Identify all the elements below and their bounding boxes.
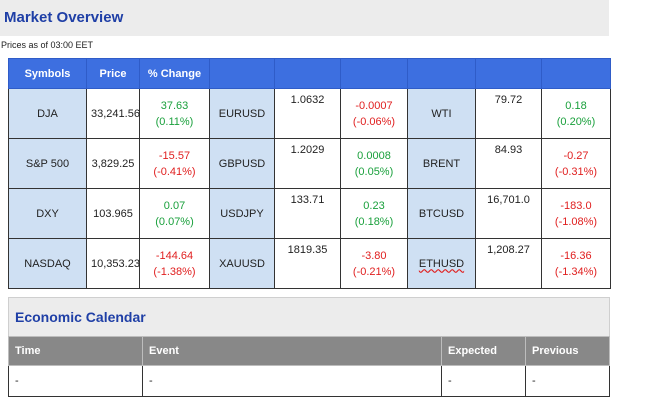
event-cell: - — [142, 365, 442, 397]
previous-cell: - — [525, 365, 610, 397]
price-cell: 1.2029 — [274, 138, 341, 189]
change-cell: -183.0 (-1.08%) — [541, 188, 611, 239]
change-percent: (-1.34%) — [554, 265, 598, 278]
change-value: -0.0007 — [355, 99, 393, 112]
price-cell: 3,829.25 — [86, 138, 140, 189]
change-value: -183.0 — [560, 199, 592, 212]
header-empty — [340, 58, 408, 89]
symbol-cell[interactable]: NASDAQ — [8, 238, 87, 289]
change-percent: (-0.41%) — [153, 165, 196, 178]
header-previous: Previous — [525, 336, 610, 366]
market-table-header-row: Symbols Price % Change — [8, 58, 611, 89]
symbol-cell[interactable]: XAUUSD — [209, 238, 275, 289]
header-change: % Change — [139, 58, 210, 89]
header-empty — [209, 58, 275, 89]
symbol-cell[interactable]: EURUSD — [209, 88, 275, 139]
change-cell: -0.27 (-0.31%) — [541, 138, 611, 189]
symbol-cell[interactable]: BTCUSD — [407, 188, 476, 239]
change-percent: (-1.08%) — [554, 215, 598, 228]
economic-calendar-header: Economic Calendar — [8, 297, 610, 336]
header-empty — [475, 58, 542, 89]
change-percent: (0.11%) — [155, 115, 194, 128]
market-table: Symbols Price % Change DJA 33,241.56 37.… — [8, 58, 611, 289]
change-percent: (-0.21%) — [352, 265, 396, 278]
change-value: 0.23 — [363, 199, 385, 212]
market-overview-title: Market Overview — [4, 9, 124, 26]
price-cell: 103.965 — [86, 188, 140, 239]
economic-calendar-title: Economic Calendar — [15, 309, 146, 325]
change-percent: (-0.06%) — [352, 115, 396, 128]
price-cell: 1,208.27 — [475, 238, 542, 289]
header-symbols: Symbols — [8, 58, 87, 89]
table-row: DJA 33,241.56 37.63 (0.11%) EURUSD 1.0632… — [8, 88, 611, 139]
change-cell: -144.64 (-1.38%) — [139, 238, 210, 289]
price-cell: 79.72 — [475, 88, 542, 139]
price-cell: 16,701.0 — [475, 188, 542, 239]
symbol-cell[interactable]: USDJPY — [209, 188, 275, 239]
change-value: -16.36 — [560, 249, 592, 262]
symbol-cell[interactable]: BRENT — [407, 138, 476, 189]
change-percent: (-0.31%) — [554, 165, 598, 178]
price-cell: 1.0632 — [274, 88, 341, 139]
symbol-label: ETHUSD — [418, 257, 465, 270]
change-cell: 0.07 (0.07%) — [139, 188, 210, 239]
change-value: 0.18 — [565, 99, 587, 112]
prices-timestamp: Prices as of 03:00 EET — [1, 40, 94, 50]
header-price: Price — [86, 58, 140, 89]
change-cell: -15.57 (-0.41%) — [139, 138, 210, 189]
table-row: S&P 500 3,829.25 -15.57 (-0.41%) GBPUSD 1… — [8, 138, 611, 189]
economic-calendar-table: Time Event Expected Previous - - - - — [8, 336, 610, 397]
table-row: DXY 103.965 0.07 (0.07%) USDJPY 133.71 0.… — [8, 188, 611, 239]
header-empty — [541, 58, 611, 89]
header-time: Time — [8, 336, 143, 366]
expected-cell: - — [441, 365, 526, 397]
time-cell: - — [8, 365, 143, 397]
symbol-cell[interactable]: GBPUSD — [209, 138, 275, 189]
change-percent: (0.20%) — [556, 115, 596, 128]
change-cell: 0.18 (0.20%) — [541, 88, 611, 139]
header-expected: Expected — [441, 336, 526, 366]
change-value: -0.27 — [563, 149, 589, 162]
change-cell: 0.0008 (0.05%) — [340, 138, 408, 189]
change-cell: -3.80 (-0.21%) — [340, 238, 408, 289]
change-percent: (-1.38%) — [153, 265, 196, 278]
change-percent: (0.05%) — [354, 165, 394, 178]
change-cell: -16.36 (-1.34%) — [541, 238, 611, 289]
change-cell: -0.0007 (-0.06%) — [340, 88, 408, 139]
symbol-cell[interactable]: S&P 500 — [8, 138, 87, 189]
change-value: 37.63 — [160, 99, 189, 112]
change-value: -3.80 — [361, 249, 387, 262]
header-empty — [274, 58, 341, 89]
symbol-cell[interactable]: ETHUSD — [407, 238, 476, 289]
table-row: NASDAQ 10,353.23 -144.64 (-1.38%) XAUUSD … — [8, 238, 611, 289]
header-empty — [407, 58, 476, 89]
change-cell: 37.63 (0.11%) — [139, 88, 210, 139]
price-cell: 1819.35 — [274, 238, 341, 289]
market-overview-header: Market Overview — [0, 0, 609, 36]
symbol-cell[interactable]: DJA — [8, 88, 87, 139]
price-cell: 133.71 — [274, 188, 341, 239]
change-value: -15.57 — [158, 149, 191, 162]
change-cell: 0.23 (0.18%) — [340, 188, 408, 239]
symbol-cell[interactable]: WTI — [407, 88, 476, 139]
change-value: -144.64 — [155, 249, 194, 262]
calendar-header-row: Time Event Expected Previous — [8, 336, 610, 366]
change-percent: (0.07%) — [155, 215, 194, 228]
change-value: 0.0008 — [357, 149, 391, 162]
header-event: Event — [142, 336, 442, 366]
table-row: - - - - — [8, 365, 610, 397]
price-cell: 84.93 — [475, 138, 542, 189]
price-cell: 33,241.56 — [86, 88, 140, 139]
price-cell: 10,353.23 — [86, 238, 140, 289]
change-percent: (0.18%) — [354, 215, 394, 228]
symbol-cell[interactable]: DXY — [8, 188, 87, 239]
change-value: 0.07 — [163, 199, 186, 212]
